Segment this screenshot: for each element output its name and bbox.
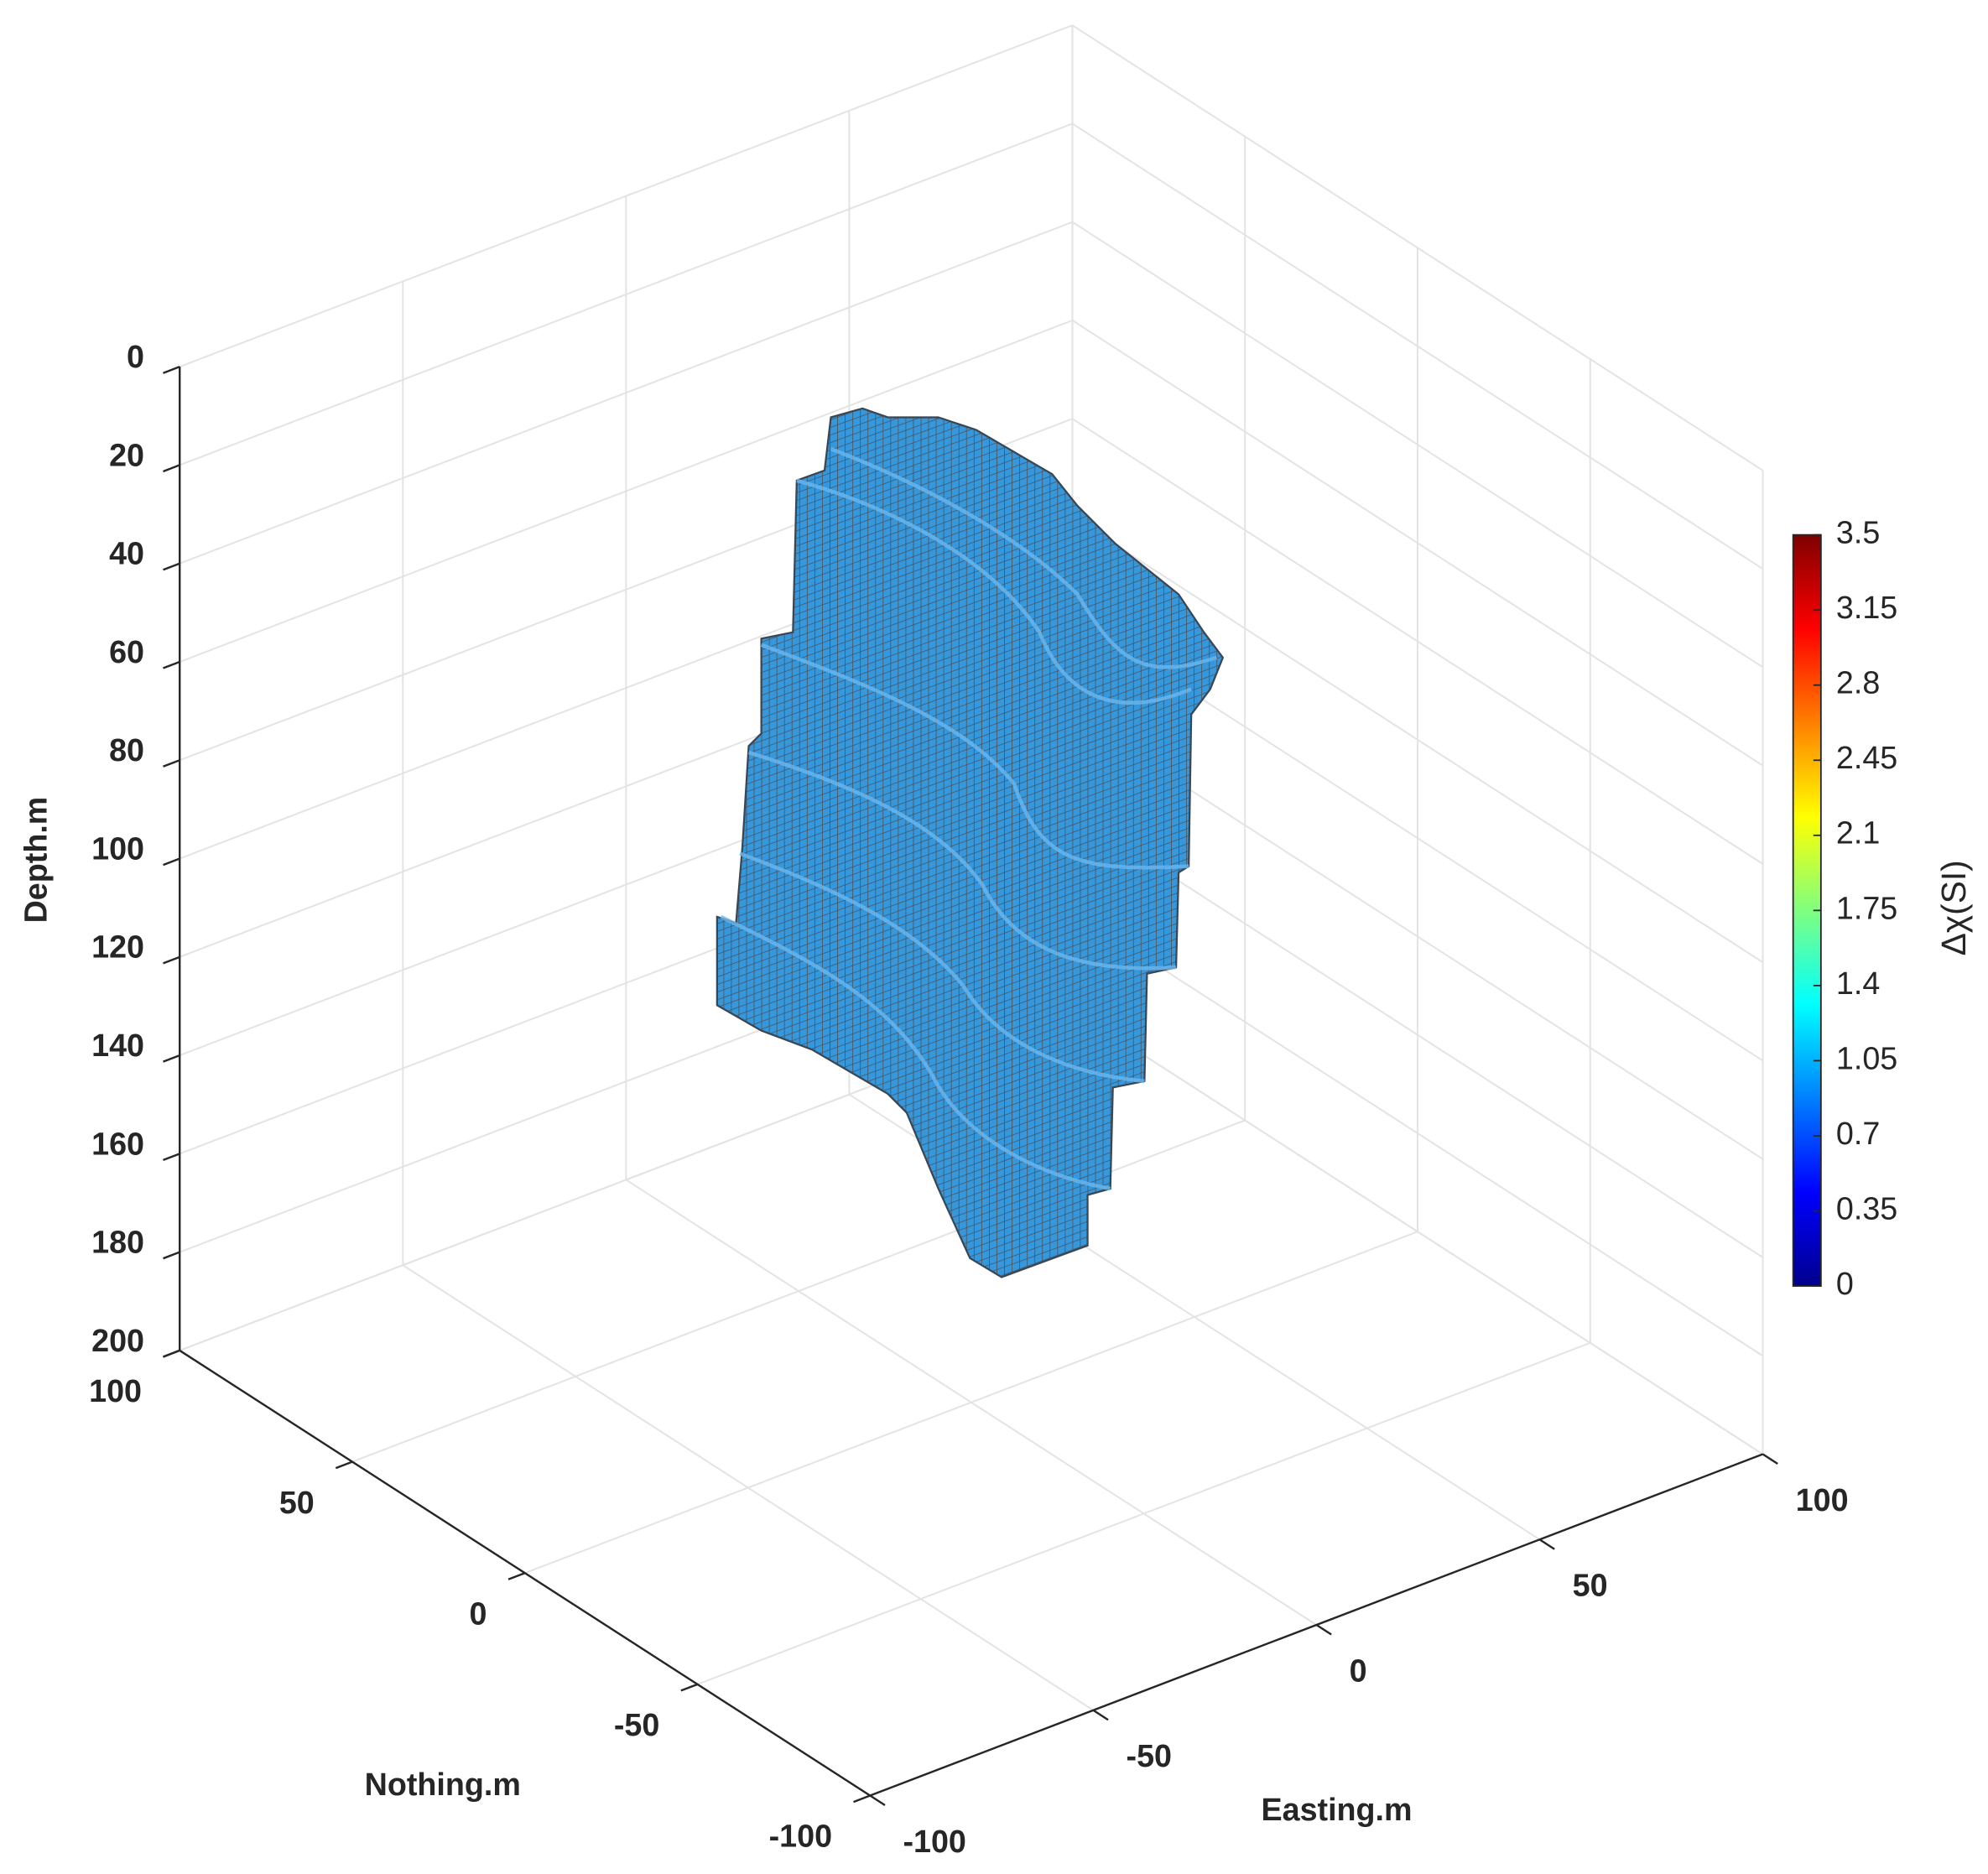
- colorbar-tick-label: 1.75: [1836, 890, 1897, 925]
- z-tick-label: 0: [127, 339, 144, 374]
- z-tick: [163, 1251, 180, 1260]
- colorbar-tick-label: 2.1: [1836, 815, 1880, 851]
- y-tick-label: -100: [769, 1819, 832, 1854]
- y-tick: [163, 1349, 180, 1358]
- y-tick-label: 100: [89, 1373, 142, 1408]
- colorbar-tick-label: 2.8: [1836, 665, 1880, 700]
- z-tick-label: 120: [91, 929, 144, 965]
- x-axis-label: Easting.m: [1261, 1792, 1412, 1827]
- grid-line: [524, 1231, 1418, 1575]
- z-tick: [163, 464, 180, 473]
- voxel-volume: [716, 407, 1225, 1278]
- x-tick: [1538, 1538, 1555, 1550]
- grid-line: [179, 122, 1073, 466]
- colorbar-tick-label: 3.5: [1836, 515, 1880, 550]
- z-tick: [163, 562, 180, 571]
- colorbar-tick-label: 1.05: [1836, 1040, 1897, 1075]
- y-tick-label: 0: [470, 1596, 487, 1631]
- z-tick-label: 40: [109, 536, 144, 571]
- grid-line: [179, 24, 1073, 368]
- grid-line: [179, 221, 1073, 565]
- colorbar-tick-label: 0.35: [1836, 1190, 1897, 1226]
- x-tick: [1315, 1624, 1332, 1636]
- x-tick: [869, 1794, 886, 1806]
- grid-line: [1071, 516, 1764, 963]
- z-tick: [163, 857, 180, 867]
- z-tick-label: 100: [91, 830, 144, 866]
- z-axis-label: Depth.m: [18, 797, 53, 924]
- grid-line: [697, 1341, 1591, 1685]
- colorbar-tick-label: 2.45: [1836, 740, 1897, 775]
- z-tick: [163, 955, 180, 965]
- y-tick: [680, 1683, 698, 1692]
- grid-line: [1071, 320, 1764, 767]
- z-tick-label: 20: [109, 437, 144, 472]
- z-tick-label: 180: [91, 1225, 144, 1260]
- grid-line: [1071, 811, 1764, 1258]
- z-tick-label: 140: [91, 1028, 144, 1063]
- y-tick: [853, 1794, 871, 1804]
- x-tick-label: -50: [1127, 1738, 1172, 1773]
- z-tick: [163, 366, 180, 374]
- x-tick-label: 0: [1350, 1653, 1367, 1688]
- grid-line: [1071, 909, 1764, 1357]
- z-tick: [163, 1054, 180, 1063]
- grid-line: [1071, 24, 1764, 471]
- z-tick: [163, 759, 180, 768]
- grid-line: [179, 320, 1073, 663]
- voxel-body: [716, 407, 1225, 1278]
- colorbar-tick-label: 0: [1836, 1266, 1854, 1301]
- z-tick-label: 200: [91, 1323, 144, 1358]
- colorbar-tick-label: 1.4: [1836, 966, 1880, 1001]
- voxel-layer-edges: [720, 447, 1218, 1191]
- colorbar-tick-label: 3.15: [1836, 590, 1897, 625]
- z-tick: [163, 660, 180, 669]
- z-tick-label: 60: [109, 634, 144, 669]
- y-axis-label: Nothing.m: [365, 1767, 521, 1802]
- grid-line: [1071, 418, 1764, 865]
- grid-line: [1071, 122, 1764, 570]
- x-tick-label: -100: [903, 1824, 965, 1859]
- x-tick-label: 100: [1796, 1482, 1849, 1517]
- z-tick: [163, 1153, 180, 1162]
- z-tick-label: 80: [109, 732, 144, 768]
- z-tick-label: 160: [91, 1126, 144, 1161]
- y-tick-label: -50: [614, 1707, 659, 1742]
- y-tick: [507, 1572, 526, 1580]
- y-tick-label: 50: [279, 1485, 315, 1520]
- y-tick: [335, 1460, 353, 1470]
- x-tick-label: 50: [1573, 1568, 1608, 1603]
- x-tick: [1092, 1709, 1109, 1721]
- colorbar-tick-label: 0.7: [1836, 1116, 1880, 1151]
- grid-line: [1071, 1008, 1764, 1455]
- colorbar-label: Δχ(SI): [1934, 860, 1973, 955]
- grid-line: [1071, 221, 1764, 669]
- x-tick: [1762, 1453, 1778, 1465]
